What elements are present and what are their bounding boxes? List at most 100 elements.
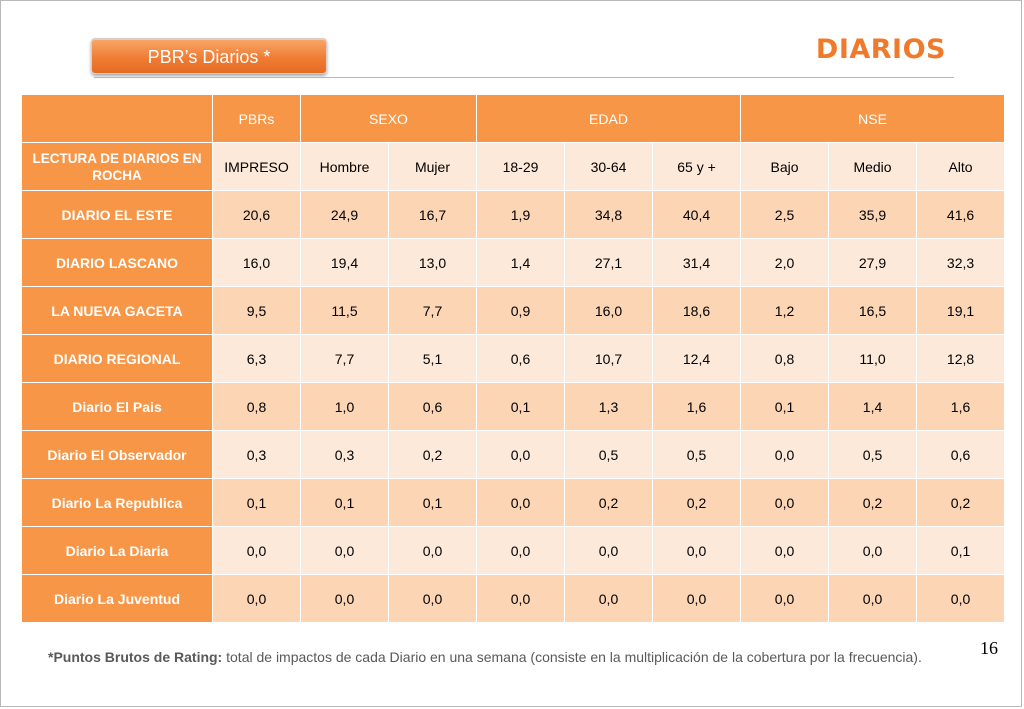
table-cell: 0,2 xyxy=(651,478,742,527)
table-cell: 19,1 xyxy=(916,286,1006,335)
table-cell: 0,0 xyxy=(651,526,742,575)
page-title: DIARIOS xyxy=(815,34,946,65)
table-cell: 27,1 xyxy=(564,238,653,287)
table-body: DIARIO EL ESTE 20,6 24,9 16,7 1,9 34,8 40,4 2,5… xyxy=(21,190,1006,623)
table-cell: 10,7 xyxy=(564,334,653,383)
table-cell: 19,4 xyxy=(300,238,389,287)
table-cell: 18,6 xyxy=(651,286,742,335)
group-header-row: PBRs SEXO EDAD NSE xyxy=(21,94,1006,143)
table-cell: 13,0 xyxy=(388,238,477,287)
table-cell: 34,8 xyxy=(564,190,653,239)
table-cell: 0,0 xyxy=(388,526,477,575)
table-cell: 0,0 xyxy=(740,478,830,527)
table-cell: 1,6 xyxy=(651,382,742,431)
table-cell: 0,6 xyxy=(476,334,565,383)
table-cell: 9,5 xyxy=(212,286,301,335)
group-header-sexo: SEXO xyxy=(300,94,477,143)
row-label: DIARIO REGIONAL xyxy=(21,334,213,383)
table-cell: 0,0 xyxy=(564,574,653,623)
table-cell: 0,0 xyxy=(651,574,742,623)
title-divider xyxy=(94,77,954,78)
table-cell: 24,9 xyxy=(300,190,389,239)
row-label: DIARIO EL ESTE xyxy=(21,190,213,239)
table-cell: 0,1 xyxy=(212,478,301,527)
table-cell: 0,0 xyxy=(212,574,301,623)
row-label: Diario La Republica xyxy=(21,478,213,527)
table-cell: 0,9 xyxy=(476,286,565,335)
table-row: Diario La Republica 0,1 0,1 0,1 0,0 0,2 0,2 0,0… xyxy=(21,478,1006,527)
table-cell: 27,9 xyxy=(828,238,918,287)
table-cell: 6,3 xyxy=(212,334,301,383)
table-row: LA NUEVA GACETA 9,5 11,5 7,7 0,9 16,0 18,6 1,2 1… xyxy=(21,286,1006,335)
table-cell: 16,7 xyxy=(388,190,477,239)
table-cell: 16,0 xyxy=(564,286,653,335)
table-cell: 0,2 xyxy=(564,478,653,527)
sub-header-cell: IMPRESO xyxy=(212,142,301,191)
footnote-term: *Puntos Brutos de Rating: xyxy=(48,649,223,665)
table-cell: 0,0 xyxy=(212,526,301,575)
table-cell: 40,4 xyxy=(651,190,742,239)
table-cell: 0,5 xyxy=(564,430,653,479)
table-cell: 7,7 xyxy=(388,286,477,335)
table-cell: 12,4 xyxy=(651,334,742,383)
table-cell: 1,4 xyxy=(476,238,565,287)
table-cell: 0,0 xyxy=(828,574,918,623)
sub-header-cell: Alto xyxy=(916,142,1006,191)
table-cell: 0,3 xyxy=(300,430,389,479)
table-cell: 12,8 xyxy=(916,334,1006,383)
table-cell: 0,0 xyxy=(564,526,653,575)
group-header-nse: NSE xyxy=(740,94,1006,143)
table-cell: 7,7 xyxy=(300,334,389,383)
table-cell: 0,0 xyxy=(476,574,565,623)
table-cell: 41,6 xyxy=(916,190,1006,239)
table-cell: 1,6 xyxy=(916,382,1006,431)
sub-header-cell: 65 y + xyxy=(651,142,742,191)
table-row: Diario El Observador 0,3 0,3 0,2 0,0 0,5 0,5 0,… xyxy=(21,430,1006,479)
table-cell: 0,0 xyxy=(916,574,1006,623)
table-cell: 11,5 xyxy=(300,286,389,335)
readership-table: PBRs SEXO EDAD NSE LECTURA DE DIARIOS EN… xyxy=(21,94,1006,623)
sub-header-cell: Bajo xyxy=(740,142,830,191)
table-cell: 1,9 xyxy=(476,190,565,239)
table-cell: 0,2 xyxy=(916,478,1006,527)
table-cell: 1,0 xyxy=(300,382,389,431)
sub-header-cell: Medio xyxy=(828,142,918,191)
table-row: Diario La Juventud 0,0 0,0 0,0 0,0 0,0 0,0 0,0 0… xyxy=(21,574,1006,623)
table-cell: 5,1 xyxy=(388,334,477,383)
section-tag-label: PBR’s Diarios * xyxy=(147,47,271,67)
sub-header-cell: Mujer xyxy=(388,142,477,191)
table-cell: 1,2 xyxy=(740,286,830,335)
table-row: Diario La Diaria 0,0 0,0 0,0 0,0 0,0 0,0 0,0 0,0… xyxy=(21,526,1006,575)
row-label: DIARIO LASCANO xyxy=(21,238,213,287)
table-cell: 0,0 xyxy=(476,526,565,575)
row-label: Diario El Pais xyxy=(21,382,213,431)
table-cell: 0,8 xyxy=(740,334,830,383)
table-cell: 2,0 xyxy=(740,238,830,287)
section-tag-button[interactable]: PBR’s Diarios * xyxy=(91,38,327,74)
table-cell: 16,0 xyxy=(212,238,301,287)
group-header-edad: EDAD xyxy=(475,94,742,143)
table-cell: 0,0 xyxy=(476,430,565,479)
sub-header-row: LECTURA DE DIARIOS EN ROCHA IMPRESO Homb… xyxy=(21,142,1006,191)
table-cell: 0,0 xyxy=(740,526,830,575)
table-cell: 0,2 xyxy=(828,478,918,527)
table-cell: 0,1 xyxy=(916,526,1006,575)
table-cell: 0,5 xyxy=(828,430,918,479)
sub-header-cell: 30-64 xyxy=(564,142,653,191)
table-cell: 0,0 xyxy=(828,526,918,575)
table-cell: 0,3 xyxy=(212,430,301,479)
table-cell: 31,4 xyxy=(651,238,742,287)
table-cell: 0,5 xyxy=(651,430,742,479)
table-row: DIARIO REGIONAL 6,3 7,7 5,1 0,6 10,7 12,4 0,8 11… xyxy=(21,334,1006,383)
corner-header-cell xyxy=(21,94,213,143)
table-cell: 32,3 xyxy=(916,238,1006,287)
table-cell: 2,5 xyxy=(740,190,830,239)
table-cell: 0,0 xyxy=(740,430,830,479)
table-cell: 16,5 xyxy=(828,286,918,335)
table-row: Diario El Pais 0,8 1,0 0,6 0,1 1,3 1,6 0,1 1,4 1,… xyxy=(21,382,1006,431)
table-cell: 11,0 xyxy=(828,334,918,383)
table-row: DIARIO EL ESTE 20,6 24,9 16,7 1,9 34,8 40,4 2,5… xyxy=(21,190,1006,239)
row-label: Diario La Diaria xyxy=(21,526,213,575)
group-header-pbrs: PBRs xyxy=(212,94,301,143)
